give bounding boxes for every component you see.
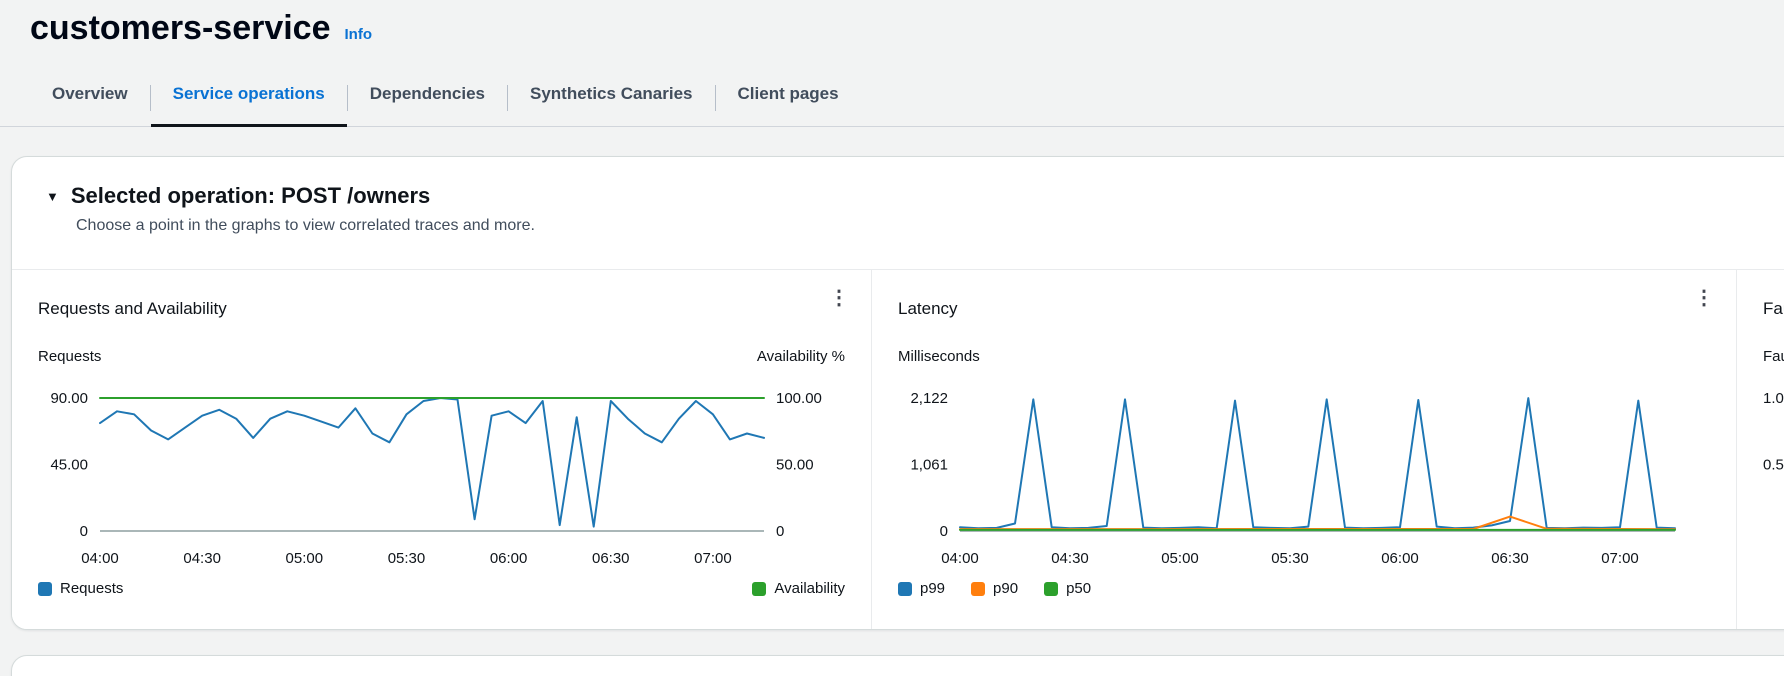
legend-swatch-icon <box>898 581 912 596</box>
tab-divider <box>714 85 716 111</box>
tab-overview[interactable]: Overview <box>52 84 128 103</box>
legend-label: p50 <box>1066 580 1092 597</box>
chart-menu-button[interactable]: ⋮ <box>825 284 853 312</box>
svg-text:0.5: 0.5 <box>1763 457 1784 474</box>
svg-text:06:30: 06:30 <box>1491 550 1529 567</box>
svg-text:50.00: 50.00 <box>776 457 814 474</box>
legend-item-requests[interactable]: Requests <box>38 580 123 597</box>
svg-text:06:00: 06:00 <box>1381 550 1419 567</box>
svg-text:04:00: 04:00 <box>81 550 119 567</box>
chart-title: Latency <box>898 299 958 318</box>
svg-text:0: 0 <box>940 523 948 540</box>
tab-bar: Overview Service operations Dependencies Sy… <box>0 70 1784 127</box>
svg-text:07:00: 07:00 <box>1601 550 1639 567</box>
chart-legend: Requests Availability <box>38 580 845 597</box>
tab-client-pages[interactable]: Client pages <box>737 84 839 103</box>
svg-text:04:30: 04:30 <box>183 550 221 567</box>
svg-text:1,061: 1,061 <box>910 457 948 474</box>
tab-synthetics-canaries[interactable]: Synthetics Canaries <box>530 84 693 103</box>
chart-title: Requests and Availability <box>38 299 227 318</box>
svg-text:05:00: 05:00 <box>1161 550 1199 567</box>
page-title: customers-service <box>30 9 331 47</box>
legend-item-p99[interactable]: p99 <box>898 580 945 597</box>
svg-text:2,122: 2,122 <box>910 390 948 407</box>
chart-plot[interactable]: 2,122 1,061 0 04:00 04:30 05:00 05:30 06:00 06:3… <box>898 372 1683 572</box>
tab-divider <box>149 85 151 111</box>
svg-text:05:30: 05:30 <box>388 550 426 567</box>
legend-swatch-icon <box>1044 581 1059 596</box>
left-axis-unit: Fau <box>1763 348 1784 365</box>
chart-card-requests-and-availability: ⋮ Requests and Availability Requests Availa… <box>12 270 871 629</box>
legend-item-p50[interactable]: p50 <box>1044 580 1091 597</box>
legend-label: Requests <box>60 580 124 597</box>
svg-text:1.0: 1.0 <box>1763 390 1784 407</box>
chart-plot[interactable]: 1.0 0.5 <box>1763 372 1784 572</box>
svg-text:06:30: 06:30 <box>592 550 630 567</box>
svg-text:06:00: 06:00 <box>490 550 528 567</box>
svg-text:05:30: 05:30 <box>1271 550 1309 567</box>
svg-text:0: 0 <box>776 523 784 540</box>
series-p99 <box>959 397 1676 530</box>
chart-legend: p99 p90 p50 <box>898 580 1710 597</box>
legend-label: Availability <box>774 580 845 597</box>
legend-swatch-icon <box>752 581 767 596</box>
section-description: Choose a point in the graphs to view cor… <box>76 217 535 234</box>
svg-text:100.00: 100.00 <box>776 390 822 407</box>
chart-card-latency: ⋮ Latency Milliseconds 2,122 1,061 0 04:00 04:3… <box>871 270 1736 629</box>
charts-row: ⋮ Requests and Availability Requests Availa… <box>12 269 1784 629</box>
right-axis-unit: Availability % <box>756 348 845 365</box>
svg-text:45.00: 45.00 <box>50 457 88 474</box>
left-axis-unit: Milliseconds <box>898 348 980 365</box>
legend-item-availability[interactable]: Availability <box>752 580 845 597</box>
panel-header: ▼ Selected operation: POST /owners Choos… <box>12 157 1784 269</box>
left-axis-unit: Requests <box>38 348 102 365</box>
svg-text:07:00: 07:00 <box>694 550 732 567</box>
triangle-down-icon: ▼ <box>46 188 59 204</box>
collapse-toggle[interactable]: ▼ <box>46 189 59 204</box>
chart-plot[interactable]: 90.00 45.00 0 100.00 50.00 0 04:00 04:30 05:00 05… <box>38 372 845 572</box>
tab-service-operations[interactable]: Service operations <box>150 70 347 127</box>
chart-title: Fau <box>1763 299 1784 318</box>
legend-label: p90 <box>993 580 1019 597</box>
svg-text:04:30: 04:30 <box>1051 550 1089 567</box>
kebab-menu-icon: ⋮ <box>1694 287 1714 309</box>
legend-swatch-icon <box>38 581 52 596</box>
chart-card-fau: Fau Fau 1.0 0.5 <box>1736 270 1784 629</box>
legend-swatch-icon <box>971 581 986 596</box>
tab-dependencies[interactable]: Dependencies <box>369 84 485 103</box>
svg-text:04:00: 04:00 <box>941 550 979 567</box>
next-panel <box>11 655 1784 676</box>
section-heading: Selected operation: POST /owners <box>70 183 431 208</box>
page-header: customers-service Info <box>0 0 1784 50</box>
series-requests <box>99 397 765 528</box>
selected-operation-panel: ▼ Selected operation: POST /owners Choos… <box>11 156 1784 630</box>
tab-divider <box>507 85 508 111</box>
svg-text:05:00: 05:00 <box>286 550 324 567</box>
svg-text:0: 0 <box>80 523 88 540</box>
chart-menu-button[interactable]: ⋮ <box>1690 284 1718 312</box>
kebab-menu-icon: ⋮ <box>829 287 849 309</box>
legend-item-p90[interactable]: p90 <box>971 580 1018 597</box>
legend-label: p99 <box>920 580 946 597</box>
info-link[interactable]: Info <box>344 26 373 43</box>
svg-text:90.00: 90.00 <box>50 390 88 407</box>
tab-divider <box>346 85 348 111</box>
